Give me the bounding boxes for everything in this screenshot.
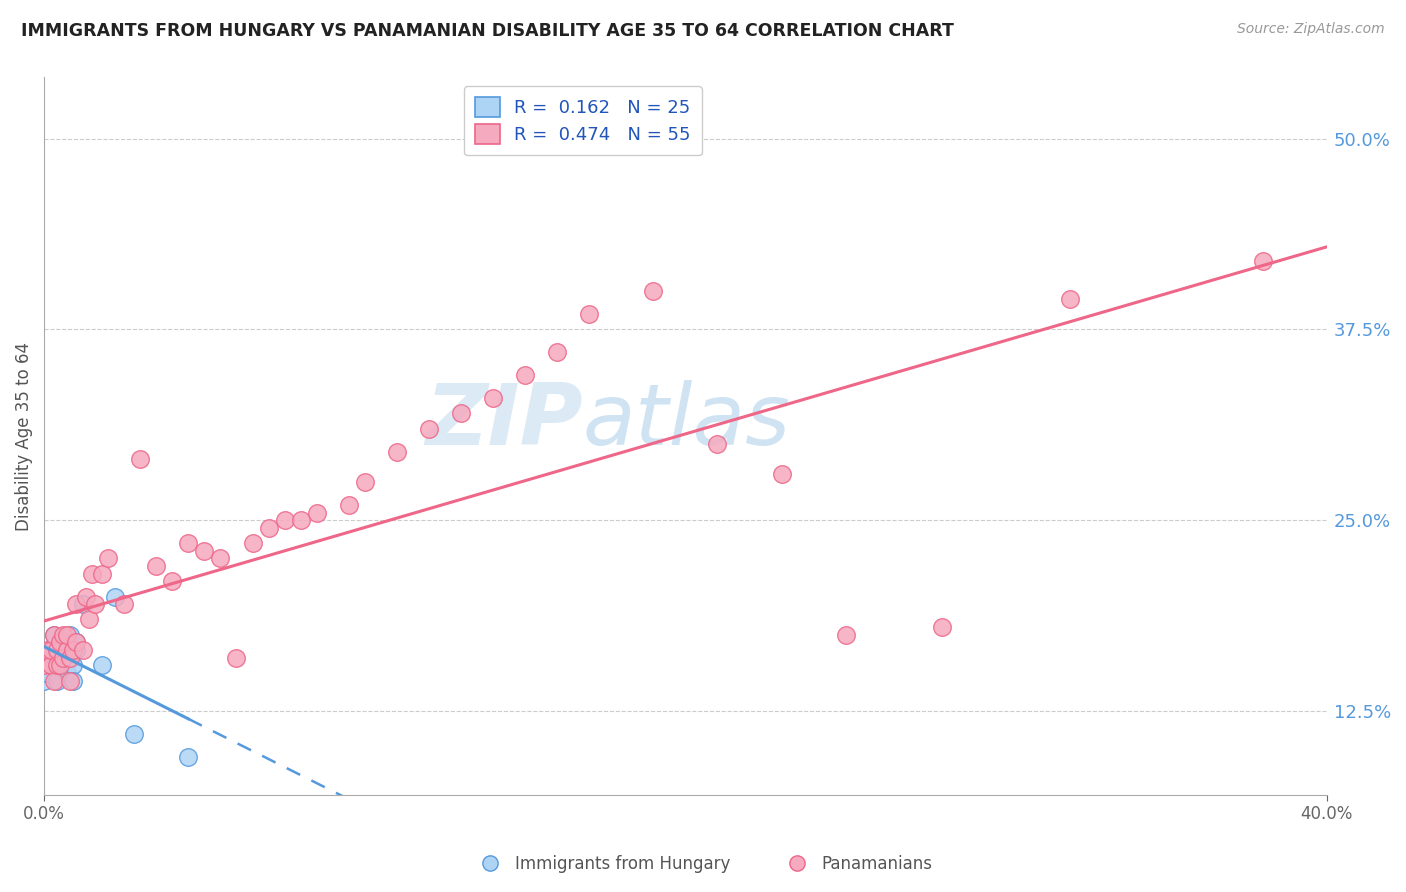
Point <box>37 643 59 657</box>
Point <box>835 628 858 642</box>
Point <box>305 506 328 520</box>
Point <box>42 628 65 642</box>
Point <box>55 643 77 657</box>
Point <box>193 543 215 558</box>
Point <box>257 521 280 535</box>
Point <box>77 612 100 626</box>
Point <box>643 284 665 298</box>
Point <box>1251 253 1274 268</box>
Point <box>37 665 59 680</box>
Point <box>225 650 247 665</box>
Point <box>75 590 97 604</box>
Point <box>65 635 87 649</box>
Point <box>546 345 568 359</box>
Point <box>72 643 94 657</box>
Point <box>177 750 200 764</box>
Point <box>82 566 104 581</box>
Point <box>65 635 87 649</box>
Point <box>49 643 72 657</box>
Point <box>55 628 77 642</box>
Point <box>353 475 375 489</box>
Point <box>273 513 295 527</box>
Point <box>59 650 82 665</box>
Y-axis label: Disability Age 35 to 64: Disability Age 35 to 64 <box>15 342 32 531</box>
Point <box>39 643 62 657</box>
Point <box>42 628 65 642</box>
Point <box>104 590 127 604</box>
Point <box>65 643 87 657</box>
Point <box>62 673 84 688</box>
Point <box>52 635 75 649</box>
Point <box>59 673 82 688</box>
Point <box>32 658 55 673</box>
Point <box>337 498 360 512</box>
Point <box>242 536 264 550</box>
Point <box>45 643 67 657</box>
Text: atlas: atlas <box>583 380 790 464</box>
Point <box>62 643 84 657</box>
Point <box>39 643 62 657</box>
Point <box>39 658 62 673</box>
Point <box>39 658 62 673</box>
Point <box>418 422 440 436</box>
Point <box>145 559 167 574</box>
Point <box>45 650 67 665</box>
Point <box>209 551 232 566</box>
Point <box>177 536 200 550</box>
Point <box>513 368 536 383</box>
Point <box>49 658 72 673</box>
Point <box>931 620 953 634</box>
Point <box>162 574 184 589</box>
Point <box>482 391 505 405</box>
Point <box>450 406 472 420</box>
Point <box>52 658 75 673</box>
Point <box>55 665 77 680</box>
Point <box>49 658 72 673</box>
Text: IMMIGRANTS FROM HUNGARY VS PANAMANIAN DISABILITY AGE 35 TO 64 CORRELATION CHART: IMMIGRANTS FROM HUNGARY VS PANAMANIAN DI… <box>21 22 953 40</box>
Point <box>72 597 94 611</box>
Point <box>84 597 107 611</box>
Legend: Immigrants from Hungary, Panamanians: Immigrants from Hungary, Panamanians <box>467 848 939 880</box>
Point <box>65 597 87 611</box>
Point <box>55 643 77 657</box>
Point <box>112 597 135 611</box>
Point <box>90 566 112 581</box>
Point <box>45 673 67 688</box>
Point <box>122 727 145 741</box>
Point <box>52 650 75 665</box>
Point <box>578 307 600 321</box>
Text: Source: ZipAtlas.com: Source: ZipAtlas.com <box>1237 22 1385 37</box>
Point <box>45 658 67 673</box>
Point <box>290 513 312 527</box>
Legend: R =  0.162   N = 25, R =  0.474   N = 55: R = 0.162 N = 25, R = 0.474 N = 55 <box>464 87 702 155</box>
Point <box>59 650 82 665</box>
Point <box>129 452 152 467</box>
Point <box>90 658 112 673</box>
Point <box>42 673 65 688</box>
Point <box>770 467 793 482</box>
Text: ZIP: ZIP <box>425 380 583 464</box>
Point <box>1059 292 1081 306</box>
Point <box>42 658 65 673</box>
Point <box>32 673 55 688</box>
Point <box>52 628 75 642</box>
Point <box>49 635 72 649</box>
Point <box>62 658 84 673</box>
Point <box>385 444 408 458</box>
Point <box>97 551 120 566</box>
Point <box>59 628 82 642</box>
Point <box>706 437 728 451</box>
